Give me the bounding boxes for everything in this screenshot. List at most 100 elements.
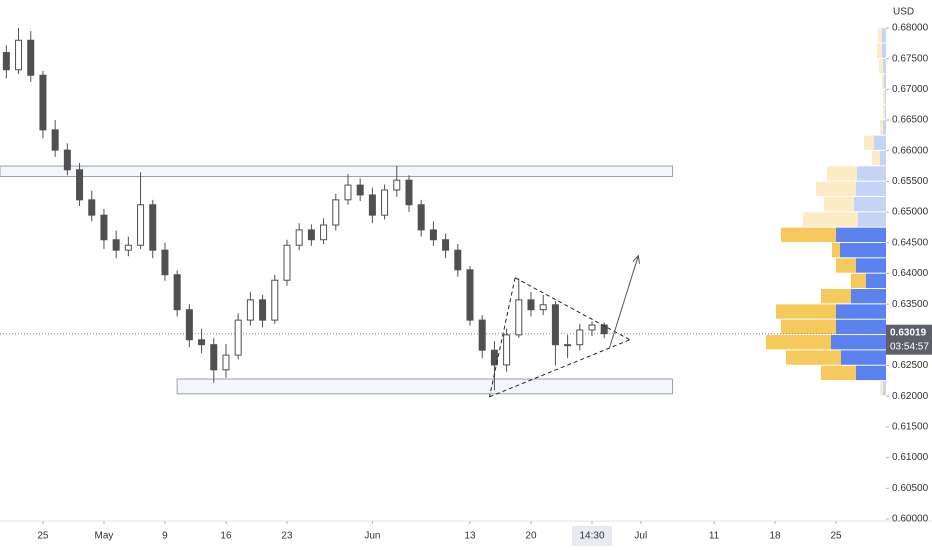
x-tick-label: 18: [769, 531, 781, 542]
profile-up: [824, 196, 854, 212]
x-tick-label: 25: [37, 531, 49, 542]
candle-body: [234, 319, 242, 356]
profile-down: [836, 304, 886, 319]
y-tick-label: 0.65000: [892, 207, 929, 218]
candle-body: [27, 39, 35, 76]
x-tick-label: 11: [709, 531, 720, 542]
x-tick-label: Jul: [634, 531, 647, 542]
profile-up: [766, 335, 831, 350]
profile-up: [879, 58, 883, 74]
x-tick-label: May: [95, 531, 114, 542]
candle-body: [283, 244, 291, 281]
profile-down: [882, 43, 886, 58]
profile-down: [883, 381, 886, 396]
candle-body: [527, 299, 535, 311]
profile-down: [880, 150, 886, 166]
candle-body: [185, 309, 193, 341]
candle-body: [210, 344, 218, 371]
profile-down: [841, 350, 886, 365]
arrow-head: [632, 254, 641, 264]
profile-down: [883, 120, 886, 135]
x-tick-label: 20: [525, 531, 537, 542]
y-tick-label: 0.62000: [892, 391, 929, 402]
profile-down: [884, 74, 886, 89]
candle-body: [344, 184, 352, 201]
profile-up: [883, 104, 885, 120]
profile-up: [821, 365, 856, 381]
candle-body: [381, 189, 389, 216]
y-tick-label: 0.62500: [892, 360, 929, 371]
candle-body: [271, 279, 279, 321]
profile-down: [840, 242, 886, 258]
candle-body: [539, 304, 547, 311]
y-tick-label: 0.65500: [892, 176, 929, 187]
candle-body: [564, 344, 572, 347]
candle-body: [15, 39, 23, 71]
profile-down: [883, 58, 886, 74]
profile-up: [864, 135, 874, 150]
profile-down: [874, 135, 886, 150]
candle-body: [137, 204, 145, 246]
candle-body: [63, 149, 71, 171]
triangle-line: [514, 277, 631, 341]
triangle-line: [489, 277, 516, 397]
profile-down: [836, 227, 886, 242]
profile-up: [872, 150, 880, 166]
x-tick-label: 25: [830, 531, 842, 542]
profile-up: [821, 289, 851, 304]
profile-down: [851, 289, 886, 304]
y-tick-label: 0.61500: [892, 422, 929, 433]
triangle-line: [489, 339, 631, 398]
y-tick-label: 0.63500: [892, 299, 929, 310]
zone: [176, 378, 674, 395]
x-tick-label: 14:30: [579, 531, 604, 542]
candle-body: [295, 229, 303, 246]
candle-body: [198, 339, 206, 346]
candle-body: [124, 244, 132, 251]
y-tick-label: 0.60000: [892, 514, 929, 525]
y-tick-label: 0.67000: [892, 84, 929, 95]
profile-down: [885, 104, 886, 120]
candle-body: [307, 229, 315, 241]
profile-down: [831, 335, 886, 350]
candle-body: [466, 269, 474, 321]
candle-body: [39, 74, 47, 131]
profile-up: [880, 120, 883, 135]
x-tick-label: 16: [220, 531, 232, 542]
profile-down: [854, 196, 886, 212]
candle-body: [442, 239, 450, 251]
candle-body: [51, 129, 59, 151]
y-tick-label: 0.64000: [892, 268, 929, 279]
profile-up: [803, 212, 858, 227]
profile-down: [885, 89, 886, 104]
candle-body: [246, 299, 254, 321]
profile-up: [883, 89, 885, 104]
x-highlight: [572, 526, 613, 546]
candle-body: [393, 179, 401, 191]
last-price-box: [886, 324, 932, 355]
profile-up: [882, 74, 884, 89]
profile-down: [866, 273, 886, 289]
candle-body: [2, 52, 10, 71]
candle-body: [454, 249, 462, 271]
profile-down: [856, 365, 886, 381]
candle-body: [478, 319, 486, 351]
arrow: [608, 255, 639, 350]
profile-down: [857, 166, 886, 181]
profile-up: [851, 273, 866, 289]
candle-body: [100, 214, 108, 241]
candle-body: [551, 304, 559, 346]
candle-body: [417, 204, 425, 231]
profile-down: [856, 181, 886, 196]
candle-body: [576, 329, 584, 346]
candle-body: [405, 179, 413, 206]
candle-body: [149, 204, 157, 251]
profile-down: [858, 212, 886, 227]
candle-body: [88, 199, 96, 216]
x-tick-label: 23: [281, 531, 293, 542]
profile-up: [877, 43, 882, 58]
last-price-label: 0.63019: [890, 327, 927, 338]
profile-up: [781, 227, 836, 242]
